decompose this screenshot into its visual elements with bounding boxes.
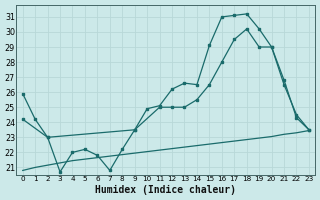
X-axis label: Humidex (Indice chaleur): Humidex (Indice chaleur)	[95, 185, 236, 195]
